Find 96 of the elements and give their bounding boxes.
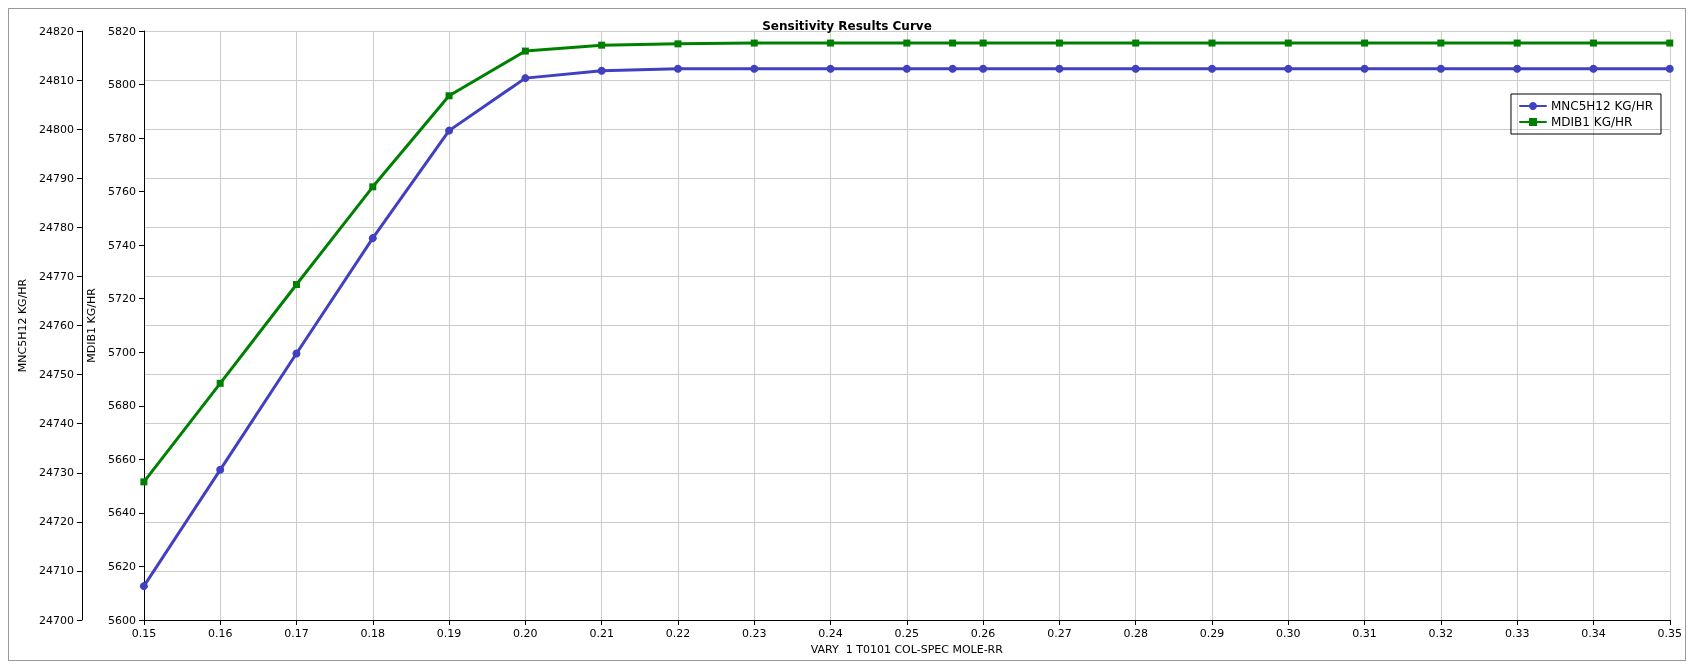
y2-tick-label: 5680 xyxy=(107,399,136,413)
point xyxy=(139,582,148,591)
y-tick-label: 24720 xyxy=(38,515,74,529)
point xyxy=(1513,64,1522,73)
y2-tick-label: 5640 xyxy=(107,506,136,520)
y-tick-label: 24750 xyxy=(38,368,74,382)
point xyxy=(673,64,682,73)
y2-tick-label: 5600 xyxy=(107,613,136,627)
point xyxy=(1208,64,1216,73)
x-tick-label: 0.19 xyxy=(436,627,462,640)
point xyxy=(1666,39,1674,47)
legend-label: MNC5H12 KG/HR xyxy=(1550,99,1654,113)
point xyxy=(1284,64,1293,73)
x-tick-label: 0.23 xyxy=(741,627,767,640)
point xyxy=(826,64,835,73)
chart-title: Sensitivity Results Curve xyxy=(762,19,932,33)
x-tick-label: 0.15 xyxy=(131,627,157,640)
point xyxy=(445,92,453,100)
y2-tick-label: 5780 xyxy=(107,131,136,145)
y-tick-label: 24820 xyxy=(38,24,74,38)
point xyxy=(1665,64,1674,73)
x-tick-label: 0.20 xyxy=(513,627,538,640)
point xyxy=(1361,39,1369,47)
point xyxy=(1513,39,1521,47)
y-tick-label: 24790 xyxy=(38,171,74,185)
point xyxy=(1589,64,1598,73)
point xyxy=(597,66,606,75)
x-tick-label: 0.17 xyxy=(284,627,309,640)
point xyxy=(216,379,224,387)
point xyxy=(1131,64,1140,73)
point xyxy=(1132,39,1140,47)
y-tick-label: 24770 xyxy=(38,269,74,283)
y-tick-label: 24780 xyxy=(38,220,74,234)
y2-tick-label: 5760 xyxy=(107,185,136,199)
point xyxy=(674,40,682,48)
point xyxy=(216,465,225,474)
y-tick-label: 24810 xyxy=(38,73,74,87)
y2-tick-label: 5700 xyxy=(107,345,136,359)
x-tick-label: 0.21 xyxy=(589,627,614,640)
y2-tick-label: 5620 xyxy=(107,559,136,573)
y2-tick-label: 5660 xyxy=(107,452,136,466)
y-tick-label: 24730 xyxy=(38,466,74,480)
point xyxy=(1436,64,1445,73)
point xyxy=(369,183,377,191)
x-tick-label: 0.27 xyxy=(1047,627,1072,640)
legend-label: MDIB1 KG/HR xyxy=(1550,115,1633,129)
y2-tick-label: 5720 xyxy=(107,292,136,306)
point xyxy=(750,39,758,47)
y-tick-label: 24740 xyxy=(38,417,74,431)
point xyxy=(827,39,835,47)
y-tick-label: 24700 xyxy=(38,613,74,627)
x-tick-label: 0.35 xyxy=(1657,627,1682,640)
y2-tick-label: 5800 xyxy=(107,78,136,92)
point xyxy=(1055,64,1064,73)
y-tick-label: 24710 xyxy=(38,564,74,578)
point xyxy=(1437,39,1445,47)
point xyxy=(1360,64,1369,73)
point xyxy=(1284,39,1292,47)
x-tick-label: 0.22 xyxy=(665,627,691,640)
point xyxy=(598,41,606,49)
y2-tick-label: 5820 xyxy=(107,24,136,38)
point xyxy=(750,64,759,73)
x-tick-label: 0.33 xyxy=(1504,627,1530,640)
x-tick-label: 0.29 xyxy=(1199,627,1225,640)
point xyxy=(292,281,300,289)
point xyxy=(1589,39,1597,47)
point xyxy=(292,349,301,358)
point xyxy=(979,64,988,73)
point xyxy=(368,234,377,243)
y-axis-title: MNC5H12 KG/HR xyxy=(16,278,29,373)
x-tick-label: 0.16 xyxy=(207,627,233,640)
x-tick-label: 0.34 xyxy=(1581,627,1606,640)
y2-axis-title: MDIB1 KG/HR xyxy=(85,287,98,363)
point xyxy=(948,64,957,73)
point xyxy=(949,39,957,47)
point xyxy=(902,64,911,73)
point xyxy=(140,478,148,486)
point xyxy=(445,126,454,135)
point xyxy=(521,47,529,55)
x-tick-label: 0.32 xyxy=(1428,627,1454,640)
x-tick-label: 0.28 xyxy=(1123,627,1148,640)
y2-tick-label: 5740 xyxy=(107,238,136,252)
y-tick-label: 24760 xyxy=(38,319,74,332)
point xyxy=(521,74,530,83)
x-tick-label: 0.30 xyxy=(1276,627,1301,640)
point xyxy=(903,39,911,47)
x-tick-label: 0.18 xyxy=(360,627,386,640)
y-tick-label: 24800 xyxy=(38,122,74,136)
x-tick-label: 0.31 xyxy=(1352,627,1377,640)
x-tick-label: 0.26 xyxy=(970,627,996,640)
x-axis-title: VARY 1 T0101 COL-SPEC MOLE-RR xyxy=(810,642,1004,656)
point xyxy=(979,39,987,47)
x-tick-label: 0.25 xyxy=(894,627,920,640)
x-tick-label: 0.24 xyxy=(818,627,843,640)
point xyxy=(1055,39,1063,47)
point xyxy=(1208,39,1216,47)
